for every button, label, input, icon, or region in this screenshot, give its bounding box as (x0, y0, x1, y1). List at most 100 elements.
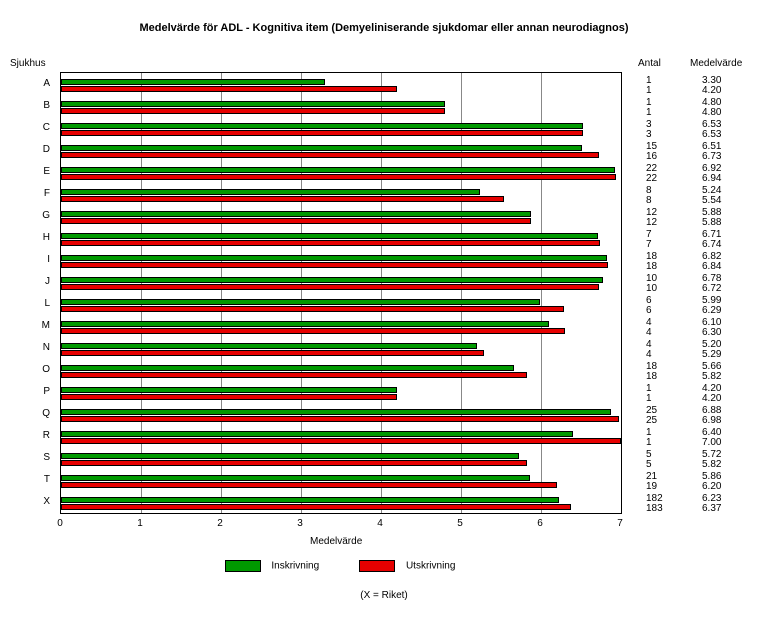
bar-inskrivning (61, 255, 607, 261)
row-label: N (0, 342, 50, 353)
bar-inskrivning (61, 497, 559, 503)
bar-utskrivning (61, 174, 616, 180)
gridline (461, 73, 462, 513)
row-label: J (0, 276, 50, 287)
medelvarde-value: 5.29 (702, 349, 721, 360)
antal-value: 12 (646, 217, 657, 228)
medelvarde-value: 5.82 (702, 371, 721, 382)
antal-value: 22 (646, 173, 657, 184)
medelvarde-value: 6.29 (702, 305, 721, 316)
medelvarde-value: 6.20 (702, 481, 721, 492)
bar-inskrivning (61, 321, 549, 327)
medelvarde-value: 6.84 (702, 261, 721, 272)
antal-value: 10 (646, 283, 657, 294)
bar-utskrivning (61, 152, 599, 158)
medelvarde-value: 6.74 (702, 239, 721, 250)
legend-item-utskrivning: Utskrivning (359, 560, 455, 572)
bar-utskrivning (61, 482, 557, 488)
antal-value: 6 (646, 305, 652, 316)
medelvarde-value: 5.88 (702, 217, 721, 228)
bar-inskrivning (61, 123, 583, 129)
antal-value: 4 (646, 327, 652, 338)
bar-utskrivning (61, 372, 527, 378)
bar-inskrivning (61, 233, 598, 239)
row-label: X (0, 496, 50, 507)
bar-inskrivning (61, 145, 582, 151)
bar-inskrivning (61, 189, 480, 195)
bar-inskrivning (61, 167, 615, 173)
legend-label-utskrivning: Utskrivning (406, 561, 455, 572)
antal-value: 5 (646, 459, 652, 470)
bar-inskrivning (61, 299, 540, 305)
row-label: Q (0, 408, 50, 419)
bar-inskrivning (61, 409, 611, 415)
bar-inskrivning (61, 387, 397, 393)
bar-utskrivning (61, 394, 397, 400)
bar-inskrivning (61, 101, 445, 107)
chart-container: Medelvärde för ADL - Kognitiva item (Dem… (0, 0, 768, 624)
antal-value: 18 (646, 261, 657, 272)
footnote: (X = Riket) (0, 590, 768, 601)
x-tick-label: 3 (297, 518, 303, 529)
row-label: S (0, 452, 50, 463)
row-label: P (0, 386, 50, 397)
legend: Inskrivning Utskrivning (140, 560, 540, 572)
x-tick-label: 4 (377, 518, 383, 529)
medelvarde-value: 6.72 (702, 283, 721, 294)
bar-utskrivning (61, 130, 583, 136)
medelvarde-value: 6.30 (702, 327, 721, 338)
medelvarde-value: 6.37 (702, 503, 721, 514)
bar-inskrivning (61, 475, 530, 481)
antal-value: 1 (646, 393, 652, 404)
row-label: G (0, 210, 50, 221)
x-tick-label: 5 (457, 518, 463, 529)
medelvarde-value: 6.73 (702, 151, 721, 162)
row-label: L (0, 298, 50, 309)
row-label: H (0, 232, 50, 243)
antal-value: 25 (646, 415, 657, 426)
gridline (301, 73, 302, 513)
row-label: M (0, 320, 50, 331)
bar-utskrivning (61, 504, 571, 510)
bar-inskrivning (61, 79, 325, 85)
row-label: B (0, 100, 50, 111)
bar-utskrivning (61, 86, 397, 92)
bar-inskrivning (61, 211, 531, 217)
antal-value: 1 (646, 437, 652, 448)
x-tick-label: 2 (217, 518, 223, 529)
row-label: R (0, 430, 50, 441)
bar-utskrivning (61, 284, 599, 290)
swatch-inskrivning (225, 560, 261, 572)
bar-inskrivning (61, 277, 603, 283)
row-label: F (0, 188, 50, 199)
x-axis-label: Medelvärde (310, 536, 362, 547)
row-label: E (0, 166, 50, 177)
row-label: T (0, 474, 50, 485)
medelvarde-value: 5.82 (702, 459, 721, 470)
bar-utskrivning (61, 108, 445, 114)
bar-inskrivning (61, 365, 514, 371)
bar-utskrivning (61, 350, 484, 356)
row-label: C (0, 122, 50, 133)
bar-utskrivning (61, 262, 608, 268)
x-tick-label: 0 (57, 518, 63, 529)
gridline (221, 73, 222, 513)
bar-utskrivning (61, 328, 565, 334)
medelvarde-value: 5.54 (702, 195, 721, 206)
medelvarde-value: 4.20 (702, 85, 721, 96)
bar-utskrivning (61, 416, 619, 422)
antal-value: 3 (646, 129, 652, 140)
bar-inskrivning (61, 431, 573, 437)
col-medelvarde-head: Medelvärde (690, 58, 742, 69)
bar-utskrivning (61, 438, 621, 444)
antal-value: 183 (646, 503, 663, 514)
antal-value: 8 (646, 195, 652, 206)
bar-utskrivning (61, 218, 531, 224)
x-tick-label: 6 (537, 518, 543, 529)
medelvarde-value: 4.80 (702, 107, 721, 118)
gridline (141, 73, 142, 513)
chart-title: Medelvärde för ADL - Kognitiva item (Dem… (0, 22, 768, 34)
row-label: D (0, 144, 50, 155)
y-axis-label: Sjukhus (10, 58, 46, 69)
gridline (381, 73, 382, 513)
